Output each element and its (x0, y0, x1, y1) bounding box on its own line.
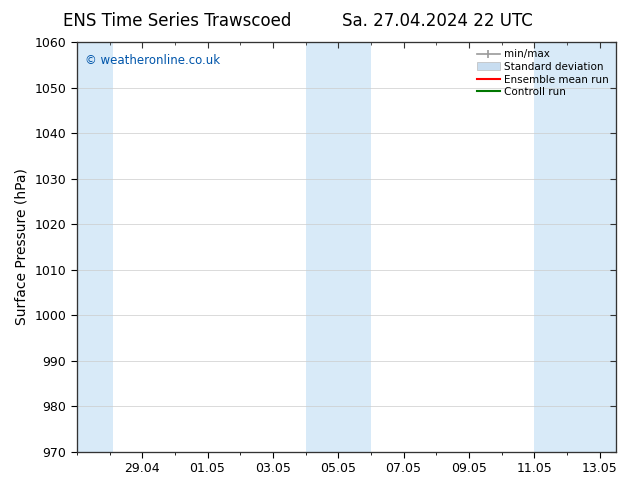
Bar (534, 42, 616, 452)
Bar (306, 42, 371, 452)
Text: © weatheronline.co.uk: © weatheronline.co.uk (85, 54, 220, 67)
Y-axis label: Surface Pressure (hPa): Surface Pressure (hPa) (15, 169, 29, 325)
Bar (77, 42, 113, 452)
Text: ENS Time Series Trawscoed: ENS Time Series Trawscoed (63, 12, 292, 30)
Legend: min/max, Standard deviation, Ensemble mean run, Controll run: min/max, Standard deviation, Ensemble me… (475, 47, 611, 99)
Text: Sa. 27.04.2024 22 UTC: Sa. 27.04.2024 22 UTC (342, 12, 533, 30)
